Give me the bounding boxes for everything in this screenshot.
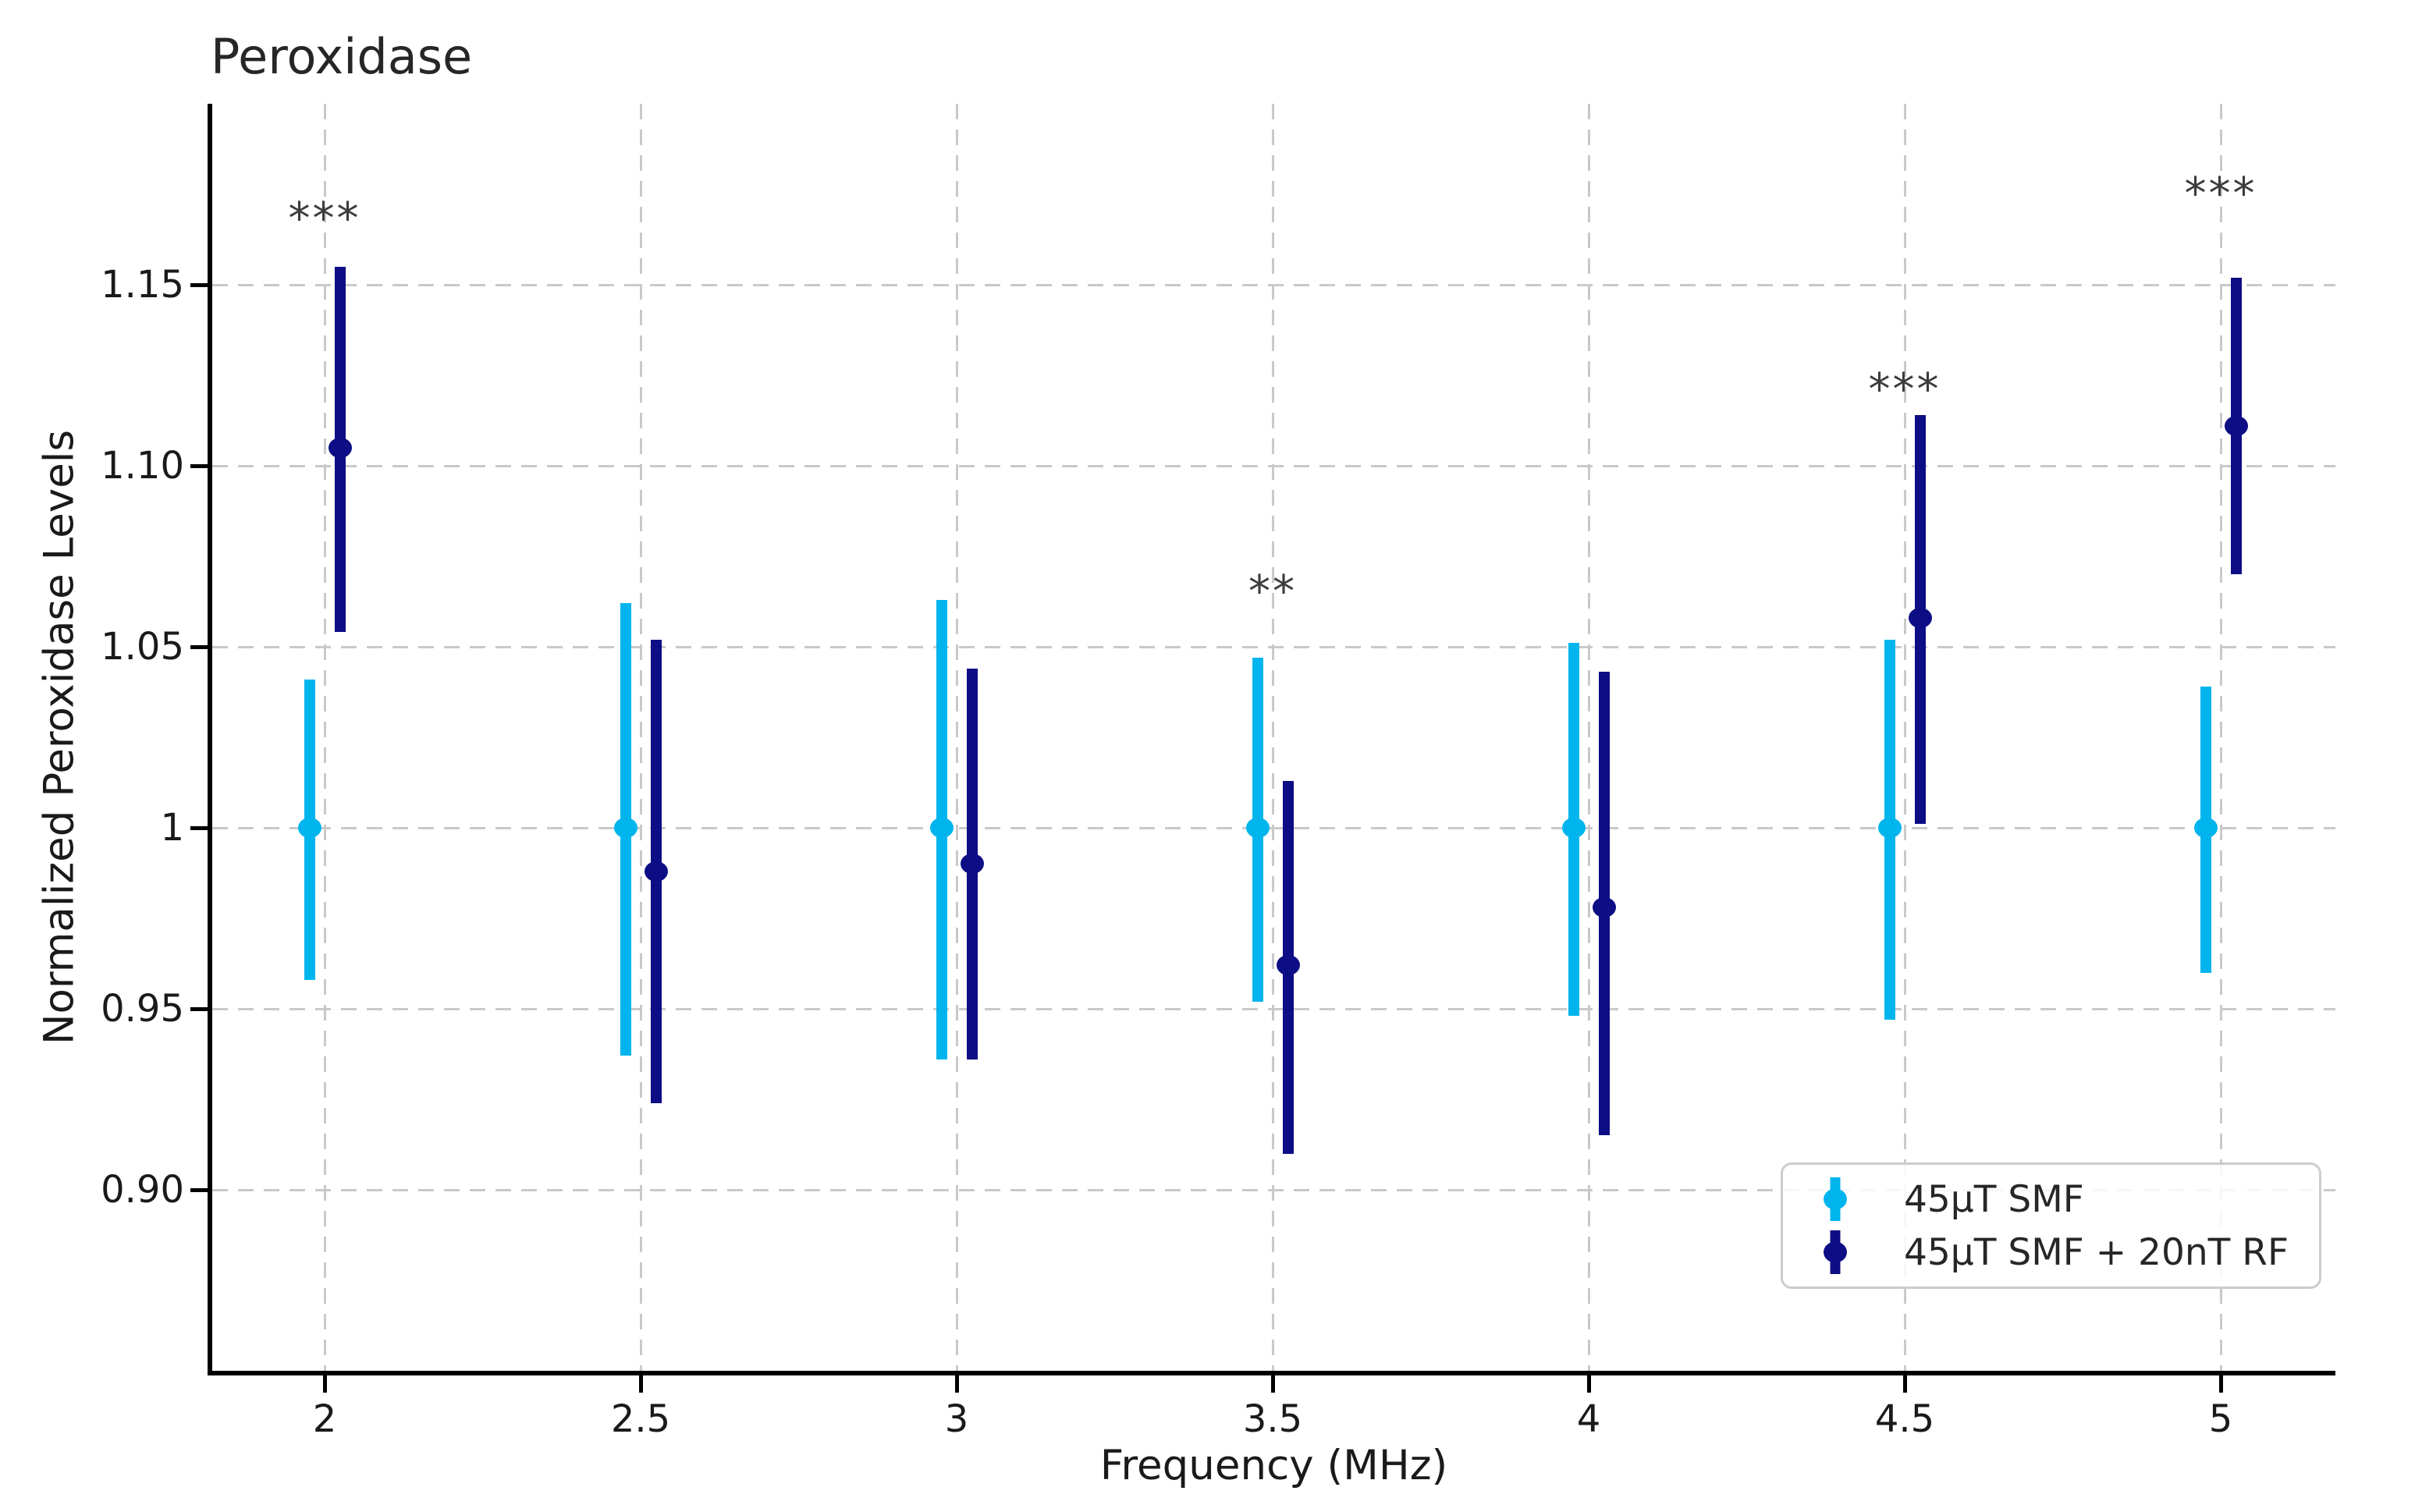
data-point-marker [645,861,669,882]
y-tick-mark [190,826,208,830]
data-point-marker [2193,818,2218,838]
x-tick-label: 4 [1576,1397,1601,1441]
vertical-gridline [1272,104,1274,1371]
y-tick-label: 1.05 [101,625,184,669]
y-tick-label: 1 [160,806,184,850]
vertical-gridline [1588,104,1590,1371]
x-axis-spine [208,1371,2335,1375]
significance-label: *** [288,193,361,245]
data-point-marker [1561,818,1586,838]
y-tick-label: 1.15 [101,263,184,307]
data-point-marker [1277,955,1301,976]
data-point-marker [329,437,353,458]
x-axis-label: Frequency (MHz) [1099,1442,1448,1489]
x-tick-mark [323,1375,327,1393]
x-tick-label: 4.5 [1874,1397,1935,1441]
y-axis-spine [208,104,212,1375]
data-point-marker [2225,415,2249,436]
chart-title: Peroxidase [211,28,473,85]
x-tick-mark [955,1375,959,1393]
x-tick-label: 2 [312,1397,337,1441]
data-point-marker [1245,818,1270,838]
x-tick-label: 3 [944,1397,969,1441]
legend-marker-smf [1824,1174,1847,1224]
x-tick-label: 3.5 [1242,1397,1303,1441]
legend-item: 45µT SMF [1783,1174,2319,1224]
data-point-marker [1877,818,1902,838]
x-tick-label: 5 [2208,1397,2233,1441]
legend-label: 45µT SMF [1904,1177,2084,1221]
vertical-gridline [324,104,326,1371]
data-point-marker [929,818,954,838]
y-tick-label: 0.95 [101,987,184,1031]
y-tick-mark [190,283,208,287]
y-tick-mark [190,645,208,649]
legend: 45µT SMF 45µT SMF + 20nT RF [1781,1162,2321,1289]
data-point-marker [1909,607,1933,628]
plot-area: *** ** *** *** [212,104,2335,1371]
data-point-marker [961,854,985,875]
x-tick-mark [2219,1375,2223,1393]
x-tick-mark [1587,1375,1591,1393]
y-tick-label: 1.10 [101,444,184,488]
y-tick-mark [190,464,208,468]
vertical-gridline [2220,104,2222,1371]
vertical-gridline [640,104,642,1371]
legend-label: 45µT SMF + 20nT RF [1904,1230,2289,1274]
legend-item: 45µT SMF + 20nT RF [1783,1227,2319,1277]
x-tick-mark [639,1375,643,1393]
y-tick-mark [190,1188,208,1192]
significance-label: *** [2184,169,2257,219]
y-tick-label: 0.90 [101,1168,184,1212]
data-point-marker [1593,897,1617,918]
x-tick-label: 2.5 [610,1397,671,1441]
vertical-gridline [1904,104,1906,1371]
y-tick-mark [190,1007,208,1011]
data-point-icon [1824,1241,1847,1263]
vertical-gridline [956,104,958,1371]
legend-marker-smf-rf [1824,1227,1847,1277]
x-tick-mark [1903,1375,1907,1393]
data-point-icon [1824,1188,1847,1210]
data-point-marker [613,818,637,838]
significance-label: ** [1248,566,1297,618]
y-axis-label: Normalized Peroxidase Levels [35,429,83,1045]
significance-label: *** [1868,364,1941,415]
data-point-marker [297,818,321,838]
x-tick-mark [1271,1375,1275,1393]
